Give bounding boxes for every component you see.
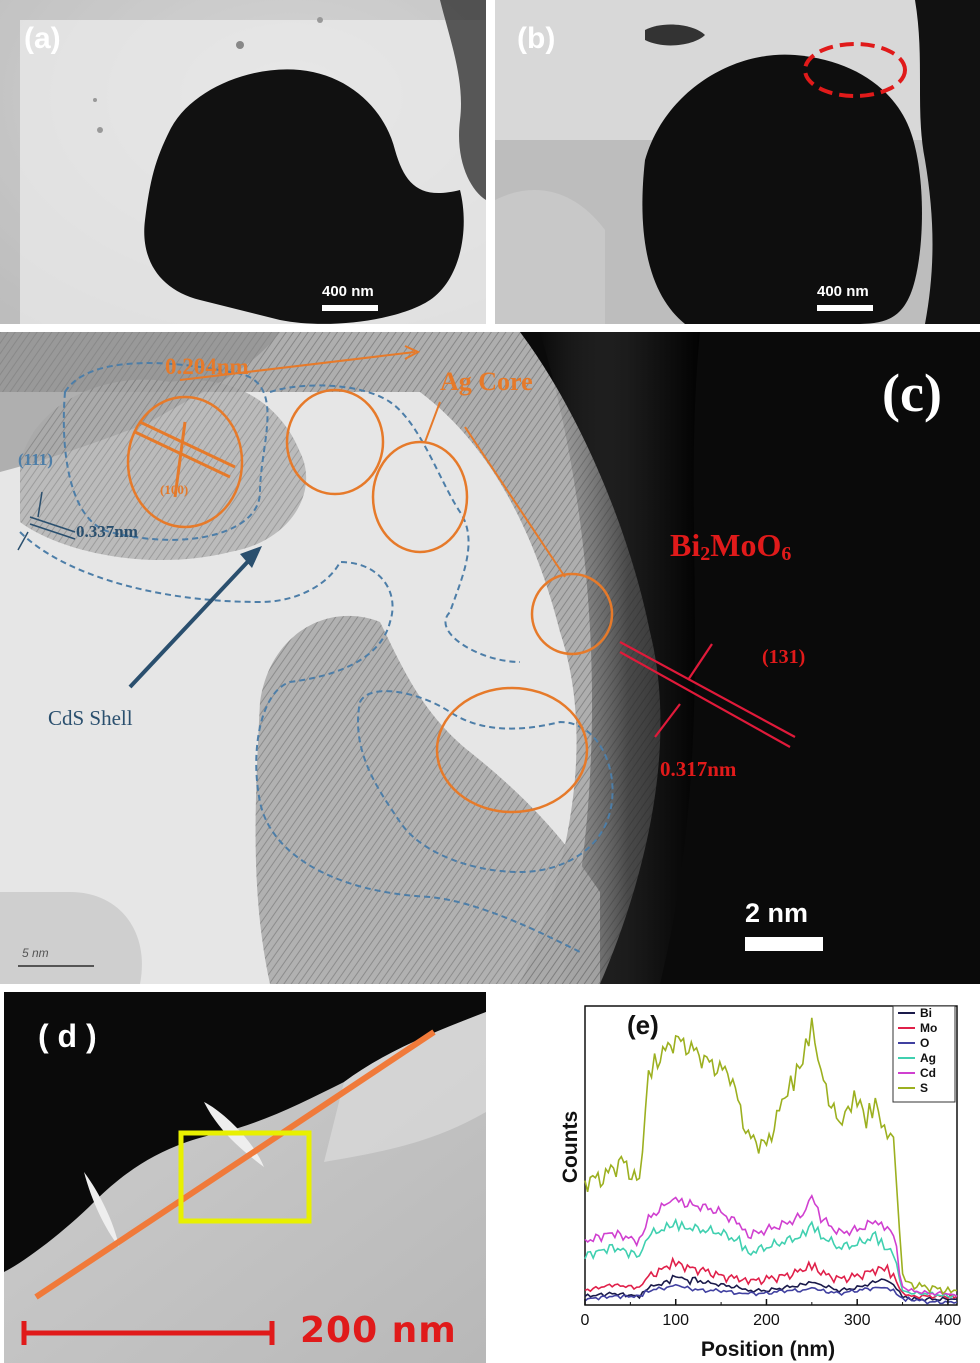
inset-scalebar xyxy=(18,965,94,967)
mapping-region-box xyxy=(178,1130,312,1224)
ag-core-circles xyxy=(126,388,614,814)
bimoo-plane-label: (131) xyxy=(762,646,806,668)
series-line-s xyxy=(584,1017,958,1295)
ag-spacing-label: 0.204nm xyxy=(165,354,249,379)
inset-scale-label: 5 nm xyxy=(22,946,49,960)
panel-a-label: (a) xyxy=(24,22,61,55)
panel-d-scalebar xyxy=(21,1321,275,1345)
panel-d-image xyxy=(4,992,486,1363)
cds-spacing-label: 0.337nm xyxy=(76,522,138,541)
cds-shell-boundary xyxy=(19,362,614,953)
x-tick-label: 300 xyxy=(844,1312,871,1329)
cds-plane-label: (111) xyxy=(18,450,53,469)
panel-b-label: (b) xyxy=(517,22,556,55)
bimoo-label: Bi2MoO6 xyxy=(670,527,791,566)
chart-y-axis-label: Counts xyxy=(559,1111,582,1183)
panel-c-scale-label: 2 nm xyxy=(745,898,809,928)
chart-x-axis-label: Position (nm) xyxy=(701,1338,835,1361)
series-line-ag xyxy=(584,1217,958,1299)
bimoo-sub-2: 2 xyxy=(700,543,711,565)
ag-core-label: Ag Core xyxy=(440,367,533,396)
cds-lattice-lines xyxy=(17,491,76,551)
panel-a-image xyxy=(0,0,486,324)
panel-d-label: ( d ) xyxy=(38,1018,97,1054)
panel-d: ( d ) 200 nm xyxy=(4,992,486,1363)
cds-shell-arrow xyxy=(128,546,262,689)
panel-c-image xyxy=(0,332,980,984)
panel-b-scale-label: 400 nm xyxy=(817,283,869,300)
x-tick-label: 200 xyxy=(753,1312,780,1329)
legend-label-s: S xyxy=(920,1081,928,1095)
bimoo-spacing-label: 0.317nm xyxy=(660,757,737,781)
chart-legend xyxy=(892,1005,956,1103)
particle-sphere xyxy=(642,54,922,324)
series-line-o xyxy=(584,1283,958,1305)
bimoo-sub-6: 6 xyxy=(781,543,792,565)
panel-e-label: (e) xyxy=(627,1010,659,1040)
chart-plot-frame xyxy=(584,1005,958,1306)
x-tick-label: 0 xyxy=(581,1312,590,1329)
panel-c: 0.204nm Ag Core (100) (111) 0.337nm CdS … xyxy=(0,332,980,984)
series-line-mo xyxy=(584,1256,958,1300)
legend-label-o: O xyxy=(920,1036,929,1050)
particle-sphere xyxy=(144,69,464,324)
x-tick-label: 100 xyxy=(662,1312,689,1329)
series-line-cd xyxy=(584,1194,958,1298)
bimoo-bi: Bi xyxy=(670,527,701,563)
panel-b: (b) 400 nm xyxy=(495,0,980,324)
legend-label-mo: Mo xyxy=(920,1021,937,1035)
panel-c-label: (c) xyxy=(882,363,942,423)
panel-e: 0 100 200 300 400 Bi Mo O Ag Cd S Position (nm) C… xyxy=(545,992,980,1363)
panel-a: (a) 400 nm xyxy=(0,0,486,324)
bimoo-moo: MoO xyxy=(710,527,782,563)
ag-lattice-lines xyxy=(134,420,236,498)
panel-b-scalebar xyxy=(817,305,873,311)
ag-arrows xyxy=(179,345,566,578)
highlight-ellipse xyxy=(803,42,907,98)
panel-d-scale-label: 200 nm xyxy=(300,1310,457,1351)
panel-a-scalebar xyxy=(322,305,378,311)
ag-plane-label: (100) xyxy=(160,482,189,497)
linescan-path xyxy=(34,1029,436,1300)
cds-shell-label: CdS Shell xyxy=(48,706,133,730)
bimoo-lattice-lines xyxy=(619,641,796,748)
x-tick-label: 400 xyxy=(935,1312,962,1329)
panel-a-scale-label: 400 nm xyxy=(322,283,374,300)
panel-c-scalebar xyxy=(745,937,823,951)
series-line-bi xyxy=(584,1274,957,1302)
legend-label-cd: Cd xyxy=(920,1066,936,1080)
legend-label-bi: Bi xyxy=(920,1006,932,1020)
panel-b-image xyxy=(495,0,980,324)
legend-label-ag: Ag xyxy=(920,1051,936,1065)
